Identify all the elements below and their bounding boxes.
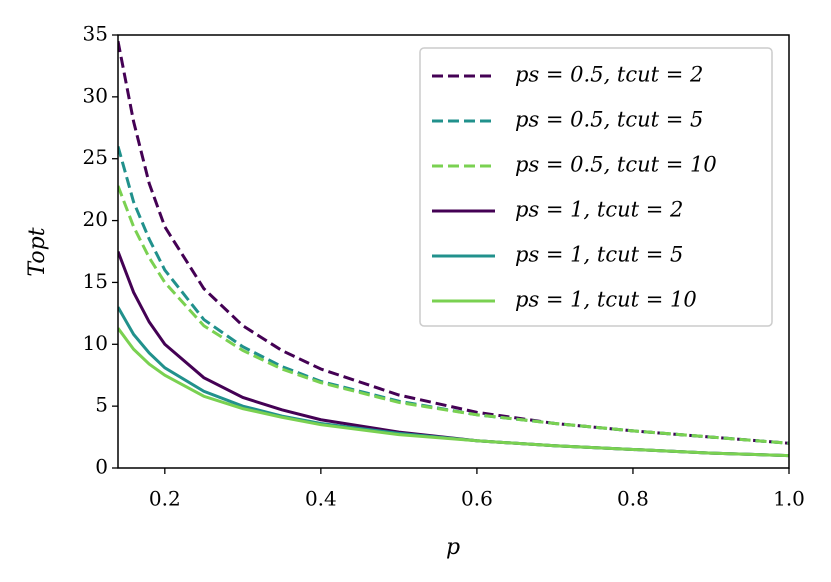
plot-frame [117,34,790,469]
legend-box [419,47,773,327]
y-tick-label: 15 [83,269,108,293]
x-tick-label: 0.8 [617,487,649,511]
data-line [118,327,789,458]
legend-label: ps = 1, tcut = 10 [515,288,697,312]
legend-label: ps = 1, tcut = 5 [515,243,683,267]
x-tick-label: 1.0 [773,487,805,511]
legend-label: ps = 0.5, tcut = 5 [515,108,703,132]
legend-label: ps = 1, tcut = 2 [515,198,683,222]
legend-label: ps = 0.5, tcut = 10 [515,153,717,177]
x-tick-label: 0.6 [461,487,493,511]
y-tick-label: 0 [95,455,108,479]
data-line [118,185,789,445]
y-tick-label: 30 [83,83,108,107]
y-tick-label: 35 [83,22,108,46]
legend-label: ps = 0.5, tcut = 2 [515,63,703,87]
y-tick-label: 5 [95,393,108,417]
x-tick-label: 0.2 [149,487,181,511]
x-axis-label: p [446,535,460,560]
y-tick-label: 20 [83,207,108,231]
y-axis-label: Topt [25,227,50,276]
y-tick-label: 10 [83,331,108,355]
y-tick-label: 25 [83,145,108,169]
x-tick-label: 0.4 [305,487,337,511]
